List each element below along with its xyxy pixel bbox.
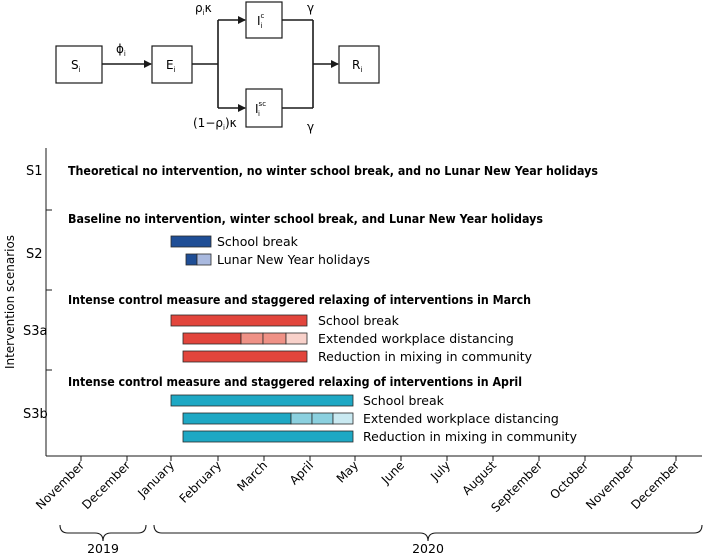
month-label: October — [547, 458, 591, 502]
bar-segment — [182, 332, 242, 345]
node-i-clinical: Ic i — [245, 1, 283, 39]
s3b-community-mixing-label: Reduction in mixing in community — [363, 429, 578, 444]
node-isc-main: I — [255, 102, 259, 116]
s3b-workplace-distancing-bar — [182, 412, 354, 425]
node-i-subclinical: Isc i — [245, 88, 283, 128]
bar-segment — [170, 235, 212, 248]
bar-segment — [240, 332, 264, 345]
node-e-main: E — [166, 58, 174, 72]
s3a-school-break-bar — [170, 314, 308, 327]
s3b-school-break-bar — [170, 394, 354, 407]
month-label: August — [460, 458, 500, 498]
bar-segment — [182, 350, 308, 363]
month-axis: November December January February March… — [33, 456, 682, 515]
svg-text:Ri: Ri — [352, 58, 362, 74]
rate-gamma-bottom: γ — [307, 120, 314, 134]
node-s-main: S — [71, 58, 79, 72]
bar-segment — [290, 412, 313, 425]
node-ic-sup: c — [261, 12, 265, 20]
month-label: March — [234, 458, 270, 494]
scenario-title-s3a: Intense control measure and staggered re… — [68, 292, 531, 307]
s2-lunar-new-year-bar — [185, 253, 212, 266]
bar-segment — [170, 314, 308, 327]
year-bracket-2020 — [153, 524, 703, 542]
rate-phi: ϕi — [116, 42, 126, 58]
s2-school-break-bar — [170, 235, 212, 248]
node-isc-sub: i — [258, 110, 260, 118]
year-bracket-2019 — [59, 524, 147, 542]
node-e: Ei — [151, 45, 193, 84]
s3b-school-break-label: School break — [363, 393, 445, 408]
node-ic-sub: i — [260, 22, 262, 30]
scenario-id-s3b: S3b — [23, 407, 48, 422]
node-s-sub: i — [79, 66, 81, 74]
bar-segment — [182, 412, 292, 425]
s3b-workplace-distancing-label: Extended workplace distancing — [363, 411, 559, 426]
node-s: Si — [55, 45, 103, 84]
svg-text:Ei: Ei — [166, 58, 176, 74]
node-e-sub: i — [174, 66, 176, 74]
year-label-2020: 2020 — [412, 541, 444, 555]
month-label: December — [79, 458, 133, 512]
svg-text:Ici: Ic i — [257, 12, 265, 30]
bar-segment — [311, 412, 334, 425]
s3a-workplace-distancing-bar — [182, 332, 308, 345]
node-r: Ri — [338, 45, 380, 84]
month-label: December — [628, 458, 682, 512]
bar-segment — [182, 430, 354, 443]
scenario-title-s2: Baseline no intervention, winter school … — [68, 211, 543, 226]
s2-lunar-new-year-label: Lunar New Year holidays — [217, 252, 370, 267]
node-r-main: R — [352, 58, 360, 72]
scenario-title-s1: Theoretical no intervention, no winter s… — [68, 163, 598, 178]
node-r-sub: i — [360, 66, 362, 74]
node-isc-sup: sc — [259, 100, 267, 108]
bar-segment — [332, 412, 354, 425]
s3a-school-break-label: School break — [318, 313, 400, 328]
s3a-community-mixing-label: Reduction in mixing in community — [318, 349, 533, 364]
bar-segment — [170, 394, 354, 407]
bar-segment — [262, 332, 287, 345]
s2-school-break-label: School break — [217, 234, 299, 249]
rate-gamma-top: γ — [307, 1, 314, 15]
year-label-2019: 2019 — [87, 541, 119, 555]
rate-rho-kappa: ρiκ — [195, 1, 212, 17]
bar-segment — [196, 253, 212, 266]
month-label: June — [378, 458, 407, 487]
month-label: July — [427, 458, 453, 484]
month-label: February — [177, 458, 225, 506]
month-label: November — [33, 458, 87, 512]
node-ic-main: I — [257, 14, 261, 28]
compartment-diagram: Si Ei Ic i Isc i Ri ϕi — [55, 1, 380, 134]
scenario-id-s2: S2 — [26, 247, 43, 262]
scenario-id-s1: S1 — [26, 164, 43, 179]
svg-text:Si: Si — [71, 58, 81, 74]
y-axis-title: Intervention scenarios — [3, 235, 17, 369]
s3b-community-mixing-bar — [182, 430, 354, 443]
bar-segment — [285, 332, 308, 345]
s3a-community-mixing-bar — [182, 350, 308, 363]
month-label: April — [287, 458, 316, 487]
s3a-workplace-distancing-label: Extended workplace distancing — [318, 331, 514, 346]
scenario-title-s3b: Intense control measure and staggered re… — [68, 374, 522, 389]
month-label: May — [334, 458, 361, 485]
month-label: January — [134, 458, 177, 501]
timeline: Intervention scenarios S1 S2 S3a S3b The… — [3, 148, 703, 555]
scenario-id-s3a: S3a — [23, 324, 48, 339]
bar-segment — [185, 253, 198, 266]
rate-one-minus-rho-kappa: (1−ρi)κ — [193, 116, 237, 132]
